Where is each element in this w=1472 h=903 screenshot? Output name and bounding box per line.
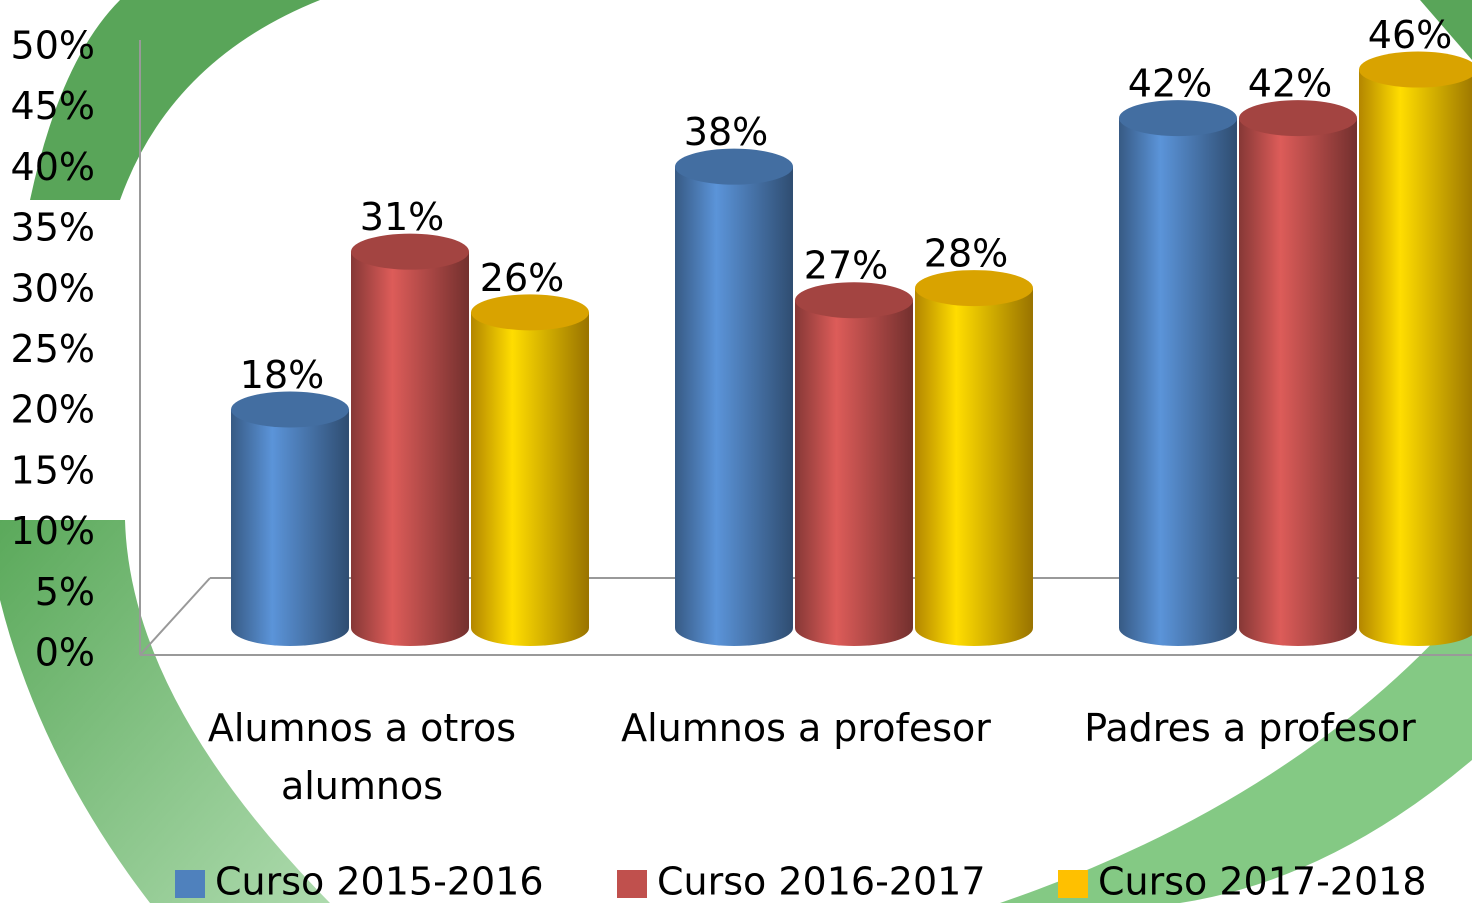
legend-label: Curso 2017-2018	[1098, 860, 1427, 903]
bar	[795, 282, 913, 646]
bar	[675, 148, 793, 646]
legend-label: Curso 2015-2016	[215, 860, 544, 903]
bar	[471, 294, 589, 646]
bar-body	[231, 409, 349, 628]
bar-top	[1119, 100, 1237, 137]
y-tick-label: 25%	[11, 327, 95, 371]
data-label: 38%	[684, 110, 768, 154]
bar-body	[471, 312, 589, 628]
y-tick-label: 10%	[11, 509, 95, 553]
data-label: 26%	[480, 256, 564, 300]
y-tick-label: 35%	[11, 206, 95, 250]
bar-top	[351, 233, 469, 270]
bar-top	[915, 270, 1033, 307]
legend-swatch	[175, 870, 205, 898]
bar-body	[795, 300, 913, 628]
y-tick-label: 0%	[35, 631, 95, 675]
x-tick-label: Alumnos a profesor	[621, 706, 991, 750]
bar-body	[675, 166, 793, 628]
bar	[915, 270, 1033, 646]
x-tick-label: Alumnos a otros alumnos	[207, 706, 517, 808]
bar-top	[471, 294, 589, 331]
bar-body	[1119, 118, 1237, 629]
y-tick-label: 45%	[11, 84, 95, 128]
y-tick-label: 5%	[35, 570, 95, 614]
y-tick-label: 50%	[11, 24, 95, 68]
data-label: 42%	[1128, 62, 1212, 106]
bar	[351, 233, 469, 646]
bar-top	[675, 148, 793, 185]
bar	[1239, 100, 1357, 646]
bar-body	[1359, 69, 1472, 628]
data-label: 18%	[240, 353, 324, 397]
y-tick-label: 40%	[11, 145, 95, 189]
bar-top	[1239, 100, 1357, 137]
data-label: 31%	[360, 195, 444, 239]
legend-swatch	[1058, 870, 1088, 898]
bar-top	[231, 391, 349, 428]
y-tick-label: 20%	[11, 388, 95, 432]
bar-body	[1239, 118, 1357, 629]
legend-label: Curso 2016-2017	[657, 860, 986, 903]
data-label: 27%	[804, 244, 888, 288]
bar	[231, 391, 349, 646]
y-tick-label: 30%	[11, 266, 95, 310]
x-tick-label: Padres a profesor	[1084, 706, 1416, 750]
legend-swatch	[617, 870, 647, 898]
data-label: 42%	[1248, 62, 1332, 106]
bar-top	[795, 282, 913, 319]
data-label: 28%	[924, 232, 1008, 276]
data-label: 46%	[1368, 13, 1452, 57]
bar-body	[915, 288, 1033, 628]
bar	[1359, 51, 1472, 646]
bar-top	[1359, 51, 1472, 88]
bar	[1119, 100, 1237, 646]
y-tick-label: 15%	[11, 448, 95, 492]
bar-body	[351, 251, 469, 628]
